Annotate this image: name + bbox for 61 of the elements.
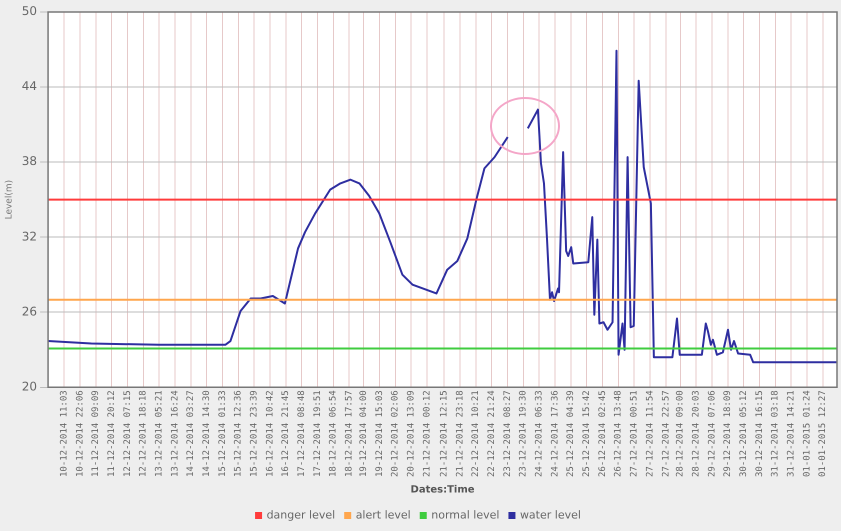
y-tick-label: 44 xyxy=(22,79,38,94)
x-tick-label: 20-12-2014 13:09 xyxy=(406,390,416,478)
y-tick-label: 50 xyxy=(22,4,38,18)
x-tick-label: 15-12-2014 12:36 xyxy=(234,390,244,478)
x-tick-label: 12-12-2014 18:18 xyxy=(138,390,149,478)
legend-label: normal level xyxy=(431,508,500,522)
x-tick-label: 17-12-2014 08:48 xyxy=(297,390,308,478)
x-tick-label: 14-12-2014 14:30 xyxy=(202,390,212,478)
x-tick-label: 15-12-2014 23:39 xyxy=(250,390,260,478)
x-tick-label: 28-12-2014 09:00 xyxy=(676,390,686,478)
y-tick-label: 26 xyxy=(22,304,38,318)
y-tick-label: 32 xyxy=(22,229,38,244)
x-axis-title: Dates:Time xyxy=(410,484,475,496)
x-tick-label: 28-12-2014 20:03 xyxy=(691,390,702,478)
x-tick-label: 16-12-2014 21:45 xyxy=(281,390,292,478)
x-tick-label: 29-12-2014 18:09 xyxy=(723,390,734,478)
x-tick-label: 21-12-2014 00:12 xyxy=(422,390,432,478)
x-tick-label: 24-12-2014 06:33 xyxy=(534,390,545,478)
x-tick-label: 25-12-2014 15:42 xyxy=(582,390,592,478)
x-tick-label: 01-01-2015 01:24 xyxy=(802,390,812,478)
x-tick-label: 30-12-2014 05:12 xyxy=(739,390,749,478)
x-tick-label: 31-12-2014 14:21 xyxy=(786,390,797,478)
x-tick-label: 26-12-2014 13:48 xyxy=(614,390,624,478)
x-tick-label: 25-12-2014 04:39 xyxy=(566,390,576,478)
x-tick-label: 12-12-2014 07:15 xyxy=(122,390,133,478)
x-tick-label: 22-12-2014 21:24 xyxy=(487,390,498,478)
legend-label: danger level xyxy=(266,508,336,522)
legend-label: alert level xyxy=(356,508,411,522)
x-tick-label: 21-12-2014 23:18 xyxy=(455,390,466,478)
x-tick-label: 23-12-2014 19:30 xyxy=(518,390,529,478)
x-tick-label: 27-12-2014 00:51 xyxy=(630,390,640,478)
x-tick-label: 31-12-2014 03:18 xyxy=(770,390,781,478)
x-tick-label: 13-12-2014 05:21 xyxy=(154,390,165,478)
x-tick-label: 19-12-2014 04:00 xyxy=(358,390,369,478)
x-tick-label: 19-12-2014 15:03 xyxy=(374,390,385,478)
x-tick-label: 24-12-2014 17:36 xyxy=(550,390,560,478)
x-tick-label: 21-12-2014 12:15 xyxy=(440,390,450,478)
y-tick-label: 20 xyxy=(22,379,38,394)
x-tick-label: 01-01-2015 12:27 xyxy=(818,390,828,478)
x-tick-label: 23-12-2014 08:27 xyxy=(502,390,513,478)
x-tick-label: 18-12-2014 06:54 xyxy=(328,390,339,478)
y-axis-title: Level(m) xyxy=(4,180,15,220)
x-tick-label: 17-12-2014 19:51 xyxy=(312,390,323,478)
x-tick-label: 27-12-2014 11:54 xyxy=(645,390,656,478)
x-tick-label: 20-12-2014 02:06 xyxy=(390,390,401,478)
x-tick-label: 27-12-2014 22:57 xyxy=(661,390,672,478)
x-tick-label: 16-12-2014 10:42 xyxy=(265,390,276,478)
x-tick-label: 15-12-2014 01:33 xyxy=(218,390,228,478)
x-tick-label: 13-12-2014 16:24 xyxy=(170,390,180,478)
x-tick-label: 11-12-2014 09:09 xyxy=(91,390,102,478)
y-tick-label: 38 xyxy=(22,154,38,168)
x-tick-label: 18-12-2014 17:57 xyxy=(344,390,355,478)
x-tick-label: 14-12-2014 03:27 xyxy=(186,390,196,478)
x-tick-label: 26-12-2014 02:45 xyxy=(598,390,608,478)
x-tick-label: 10-12-2014 22:06 xyxy=(75,390,86,478)
x-tick-label: 22-12-2014 10:21 xyxy=(471,390,482,478)
x-tick-label: 10-12-2014 11:03 xyxy=(59,390,70,478)
x-tick-label: 11-12-2014 20:12 xyxy=(106,390,117,478)
legend-label: water level xyxy=(520,508,581,522)
x-tick-label: 29-12-2014 07:06 xyxy=(707,390,718,478)
x-tick-label: 30-12-2014 16:15 xyxy=(754,390,765,478)
